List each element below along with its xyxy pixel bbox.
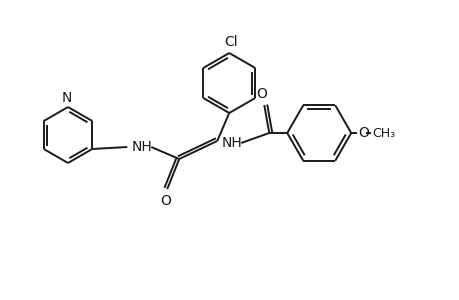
Text: N: N [62,91,72,105]
Text: NH: NH [221,136,241,150]
Text: NH: NH [131,140,151,154]
Text: O: O [255,87,266,101]
Text: O: O [159,194,170,208]
Text: O: O [358,126,368,140]
Text: CH₃: CH₃ [371,127,395,140]
Text: Cl: Cl [224,35,238,49]
